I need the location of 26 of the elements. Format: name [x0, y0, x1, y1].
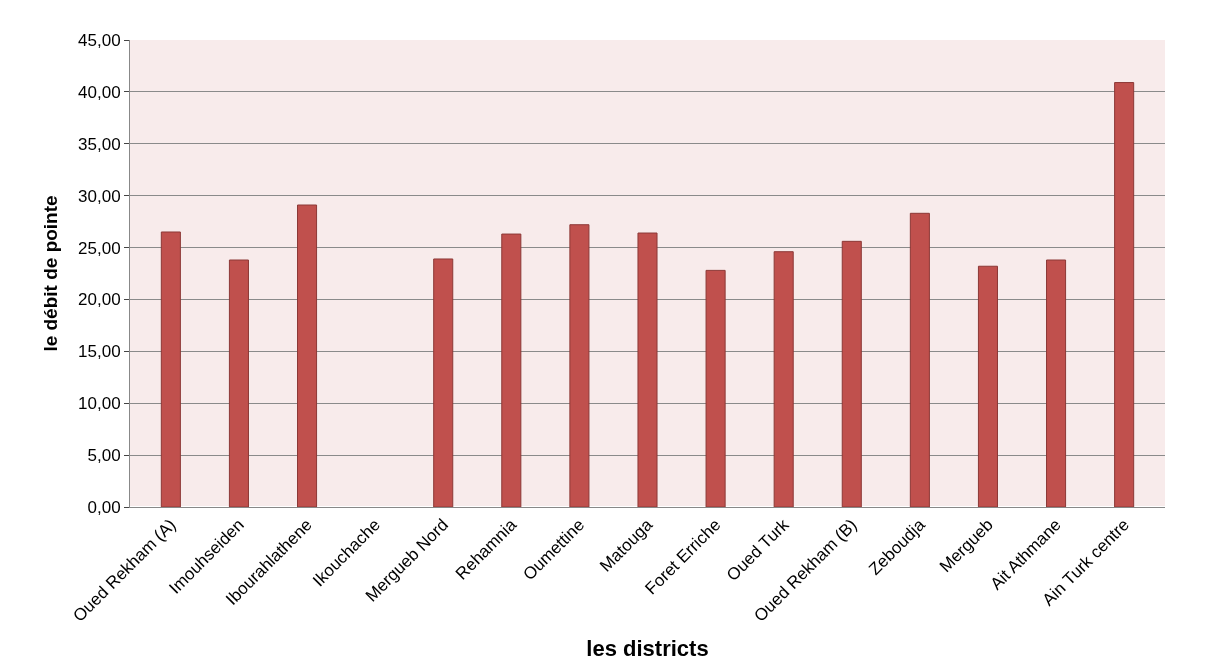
y-tick-label: 45,00	[78, 30, 121, 50]
y-tick-label: 25,00	[78, 238, 121, 258]
bar	[297, 204, 318, 507]
y-tick-label: 0,00	[87, 497, 121, 517]
bar	[909, 212, 930, 507]
y-tick-label: 15,00	[78, 342, 121, 362]
bar	[160, 231, 181, 507]
y-tick-label: 35,00	[78, 134, 121, 154]
bar	[1114, 82, 1135, 507]
y-tick-label: 40,00	[78, 82, 121, 102]
y-tick-label: 30,00	[78, 186, 121, 206]
bar	[841, 240, 862, 507]
bar	[1046, 259, 1067, 507]
y-tick-label: 5,00	[87, 446, 121, 466]
bar	[705, 269, 726, 507]
y-axis-title: le débit de pointe	[39, 195, 61, 352]
bar	[977, 265, 998, 507]
bar	[773, 251, 794, 507]
bar	[569, 224, 590, 507]
y-tick-label: 10,00	[78, 394, 121, 414]
bar	[637, 232, 658, 507]
bar	[501, 233, 522, 507]
bar	[433, 258, 454, 507]
y-tick-label: 20,00	[78, 290, 121, 310]
bar	[228, 259, 249, 507]
x-axis-title: les districts	[586, 635, 709, 661]
